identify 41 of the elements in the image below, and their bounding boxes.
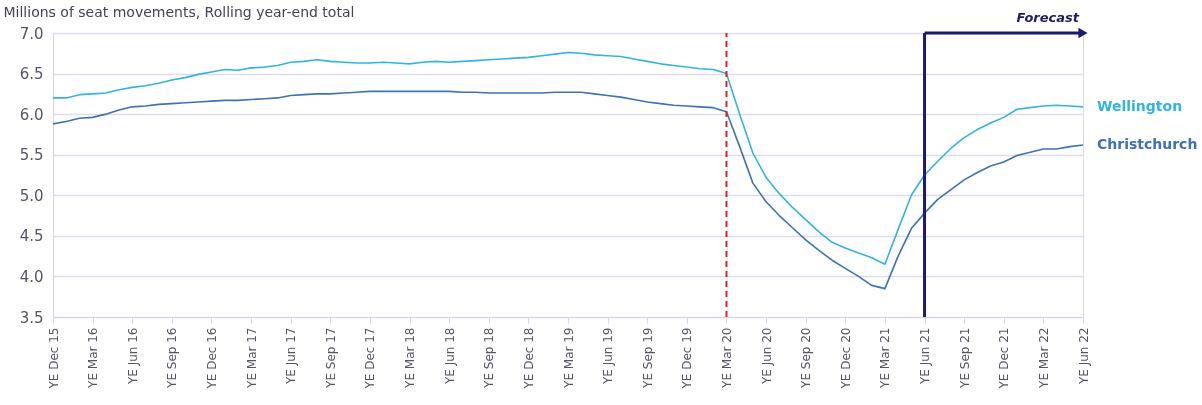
x-tick-label: YE Dec 16	[204, 327, 219, 390]
x-tick-label: YE Mar 17	[244, 327, 259, 389]
y-tick-label: 5.0	[19, 186, 44, 205]
ref-line-label: Forecast	[1016, 10, 1080, 25]
x-tick-label: YE Dec 15	[46, 327, 61, 390]
line-series	[52, 90, 1084, 290]
y-tick-label: 6.5	[19, 65, 44, 84]
x-tick-label: YE Jun 16	[125, 327, 140, 386]
y-tick-label: 3.5	[19, 308, 44, 327]
x-tick-label: YE Dec 21	[997, 327, 1012, 390]
x-tick-label: YE Mar 19	[561, 327, 576, 389]
x-tick-label: YE Sep 16	[165, 327, 180, 389]
y-axis-title: Millions of seat movements, Rolling year-end total	[3, 3, 355, 20]
y-tick-label: 4.0	[19, 267, 44, 286]
x-tick-label: YE Dec 18	[521, 327, 536, 390]
x-tick-label: YE Jun 22	[1076, 327, 1091, 386]
x-tick-label: YE Sep 19	[640, 327, 655, 389]
y-tick-label: 7.0	[19, 24, 44, 43]
series-label: Wellington	[1097, 97, 1183, 114]
x-tick-label: YE Jun 19	[601, 327, 616, 386]
x-tick-label: YE Sep 17	[323, 327, 338, 389]
y-tick-label: 4.5	[19, 227, 44, 246]
x-tick-label: YE Mar 16	[86, 327, 101, 389]
line-series	[52, 51, 1084, 266]
x-tick-label: YE Mar 22	[1036, 327, 1051, 389]
x-tick-label: YE Jun 20	[759, 327, 774, 386]
x-tick-label: YE Dec 20	[838, 327, 853, 390]
y-tick-label: 5.5	[19, 146, 44, 165]
x-tick-label: YE Sep 21	[957, 327, 972, 389]
x-tick-label: YE Dec 17	[363, 327, 378, 390]
x-tick-label: YE Mar 18	[403, 327, 418, 389]
series-label: Christchurch	[1097, 135, 1198, 152]
y-tick-label: 6.0	[19, 105, 44, 124]
x-tick-label: YE Sep 18	[482, 327, 497, 389]
x-tick-label: YE Jun 18	[442, 327, 457, 386]
x-tick-label: YE Mar 21	[878, 327, 893, 389]
x-tick-label: YE Sep 20	[799, 327, 814, 389]
x-tick-label: YE Mar 20	[719, 327, 734, 389]
x-tick-label: YE Jun 17	[284, 327, 299, 386]
x-tick-label: YE Dec 19	[680, 327, 695, 390]
x-tick-label: YE Jun 21	[918, 327, 933, 386]
